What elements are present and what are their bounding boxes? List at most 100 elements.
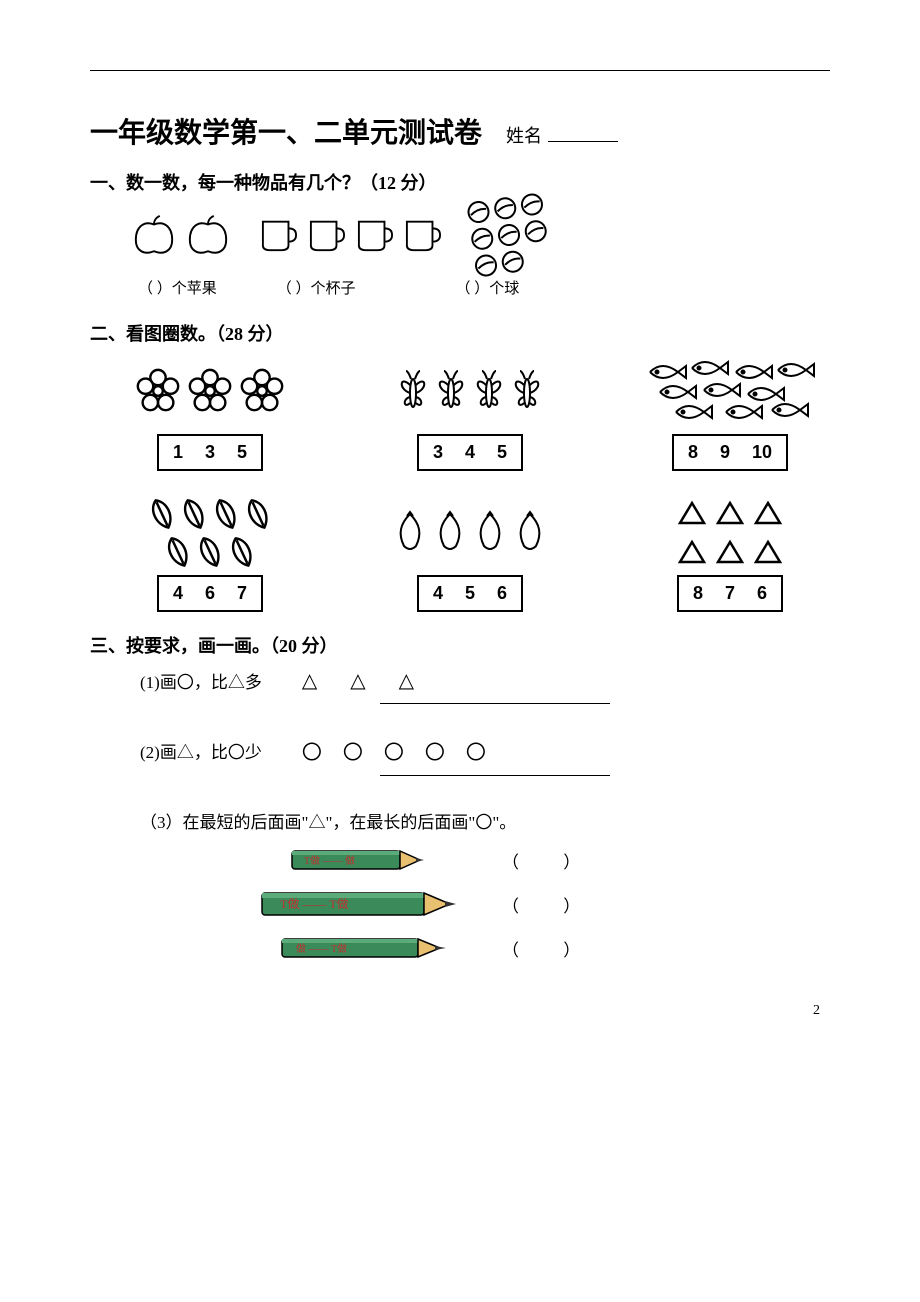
number-box[interactable]: 1 3 5 [157,434,263,471]
num: 8 [693,583,703,604]
svg-text:T做 —— T做: T做 —— T做 [280,896,349,911]
fish-image [640,356,820,426]
pencil-row-3: 做 —— T做 （ ） [140,933,830,963]
triangle-icon [715,539,745,565]
num: 4 [465,442,475,463]
cup-icon [306,217,348,253]
leaf-icon [158,531,198,574]
q3-item-1: (1)画〇，比△多 △ △ △ [140,668,830,693]
page-title: 一年级数学第一、二单元测试卷 [90,111,482,151]
ball-icon [472,252,499,279]
apples-images [130,205,232,265]
cups-images [258,205,444,265]
pencil-answer-1[interactable]: （ ） [502,848,600,873]
leaf-icon [190,531,230,574]
num: 5 [237,442,247,463]
butterfly-icon [396,369,430,413]
triangle-icon [753,539,783,565]
number-box[interactable]: 4 5 6 [417,575,523,612]
triangle-icon [753,500,783,526]
num: 5 [497,442,507,463]
balls-group [470,205,548,265]
flower-icon [186,367,234,415]
section-1-labels: （ ）个苹果 （ ）个杯子 （ ）个球 [90,277,830,298]
butterfly-icon [472,369,506,413]
cup-icon [258,217,300,253]
cup-icon [402,217,444,253]
num: 3 [433,442,443,463]
apples-group [130,205,232,265]
num: 5 [465,583,475,604]
pencil-answer-2[interactable]: （ ） [502,892,600,917]
leaf-icon [222,531,262,574]
pencil-icon: T做 —— 做 [290,845,430,875]
cups-group [258,205,444,265]
pencil-icon: T做 —— T做 [260,887,460,921]
balls-grid [465,191,553,279]
apples-label: （ ）个苹果 [138,277,217,298]
q3-item-2: (2)画△，比〇少 〇 〇 〇 〇 〇 [140,736,830,765]
apple-icon [130,213,178,257]
q3-item-2-text: (2)画△，比〇少 [140,738,262,763]
num: 8 [688,442,698,463]
leaves-image [140,497,280,567]
apple-icon [184,213,232,257]
ball-icon [465,198,492,225]
onions-image [380,497,560,567]
butterfly-icon [510,369,544,413]
ball-icon [495,221,522,248]
svg-text:T做 —— 做: T做 —— 做 [304,854,355,867]
section-1-images [90,205,830,265]
answer-line-1[interactable] [380,703,610,704]
num: 6 [757,583,767,604]
section-1-header: 一、数一数，每一种物品有几个？（12 分） [90,169,830,195]
q2-cell-flowers: 1 3 5 [100,356,320,471]
ball-icon [522,218,549,245]
ball-icon [518,191,545,218]
triangle-icon [677,539,707,565]
leaf-icon [206,493,246,536]
section-2-grid: 1 3 5 3 4 5 [90,356,830,612]
number-box[interactable]: 8 7 6 [677,575,783,612]
num: 3 [205,442,215,463]
onion-icon [392,510,428,554]
onion-icon [432,510,468,554]
pencil-icon: 做 —— T做 [280,933,450,963]
onion-icon [472,510,508,554]
page-top-rule [90,70,830,71]
num: 6 [205,583,215,604]
name-blank[interactable] [548,141,618,142]
page-number: 2 [90,1003,830,1019]
number-box[interactable]: 4 6 7 [157,575,263,612]
q2-cell-fish: 8 9 10 [620,356,840,471]
pencil-row-2: T做 —— T做 （ ） [140,887,830,921]
ball-icon [492,195,519,222]
answer-line-2[interactable] [380,775,610,776]
leaf-icon [174,493,214,536]
q3-item-3-text: （3）在最短的后面画"△"，在最长的后面画"〇"。 [140,808,830,833]
q2-cell-triangles: 8 7 6 [620,497,840,612]
cup-icon [354,217,396,253]
flower-icon [134,367,182,415]
number-box[interactable]: 8 9 10 [672,434,788,471]
triangle-icon [715,500,745,526]
leaf-icon [142,493,182,536]
num: 6 [497,583,507,604]
q2-cell-onions: 4 5 6 [360,497,580,612]
q2-cell-leaves: 4 6 7 [100,497,320,612]
q3-item-2-shapes: 〇 〇 〇 〇 〇 [302,736,494,765]
title-row: 一年级数学第一、二单元测试卷 姓名 [90,111,830,151]
butterfly-icon [434,369,468,413]
pencil-answer-3[interactable]: （ ） [502,936,600,961]
section-3-body: (1)画〇，比△多 △ △ △ (2)画△，比〇少 〇 〇 〇 〇 〇 （3）在… [90,668,830,963]
section-3-header: 三、按要求，画一画。（20 分） [90,632,830,658]
balls-images [470,205,548,265]
fish-icon [640,356,820,426]
onion-icon [512,510,548,554]
num: 7 [237,583,247,604]
number-box[interactable]: 3 4 5 [417,434,523,471]
name-label: 姓名 [506,122,542,148]
pencil-row-1: T做 —— 做 （ ） [140,845,830,875]
ball-icon [469,225,496,252]
cups-label: （ ）个杯子 [277,277,356,298]
